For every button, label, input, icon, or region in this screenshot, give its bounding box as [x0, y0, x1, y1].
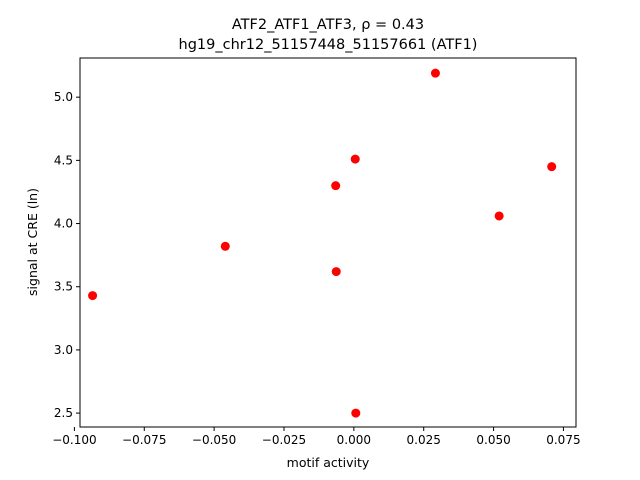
- x-tick-label: −0.100: [52, 433, 96, 447]
- axes-frame: [79, 57, 577, 428]
- data-point: [331, 181, 341, 191]
- x-tick-label: −0.075: [122, 433, 166, 447]
- data-point: [350, 154, 360, 164]
- y-tick-label: 3.5: [54, 280, 73, 294]
- plot-area: −0.100 −0.075 −0.050 −0.025 0.000 0.025 0.050 0…: [52, 57, 581, 447]
- y-tick-label: 4.5: [54, 153, 73, 167]
- data-point: [351, 408, 361, 418]
- x-tick-label: 0.000: [337, 433, 371, 447]
- data-point: [494, 211, 504, 221]
- data-point: [547, 162, 557, 172]
- y-axis-label: signal at CRE (ln): [25, 188, 40, 296]
- x-tick-label: −0.025: [262, 433, 306, 447]
- y-tick-label: 4.0: [54, 217, 73, 231]
- y-tick-label: 3.0: [54, 343, 73, 357]
- x-tick-label: −0.050: [192, 433, 236, 447]
- data-point: [430, 68, 440, 78]
- chart-title-line2: hg19_chr12_51157448_51157661 (ATF1): [179, 37, 478, 53]
- chart-title-line1: ATF2_ATF1_ATF3, ρ = 0.43: [232, 17, 424, 33]
- data-point: [88, 291, 98, 301]
- data-point: [220, 241, 230, 251]
- x-tick-label: 0.025: [407, 433, 441, 447]
- x-tick-label: 0.075: [546, 433, 580, 447]
- y-tick-label: 5.0: [54, 90, 73, 104]
- y-tick-label: 2.5: [54, 406, 73, 420]
- x-tick-label: 0.050: [476, 433, 510, 447]
- data-point: [331, 267, 341, 277]
- x-axis-label: motif activity: [287, 455, 370, 470]
